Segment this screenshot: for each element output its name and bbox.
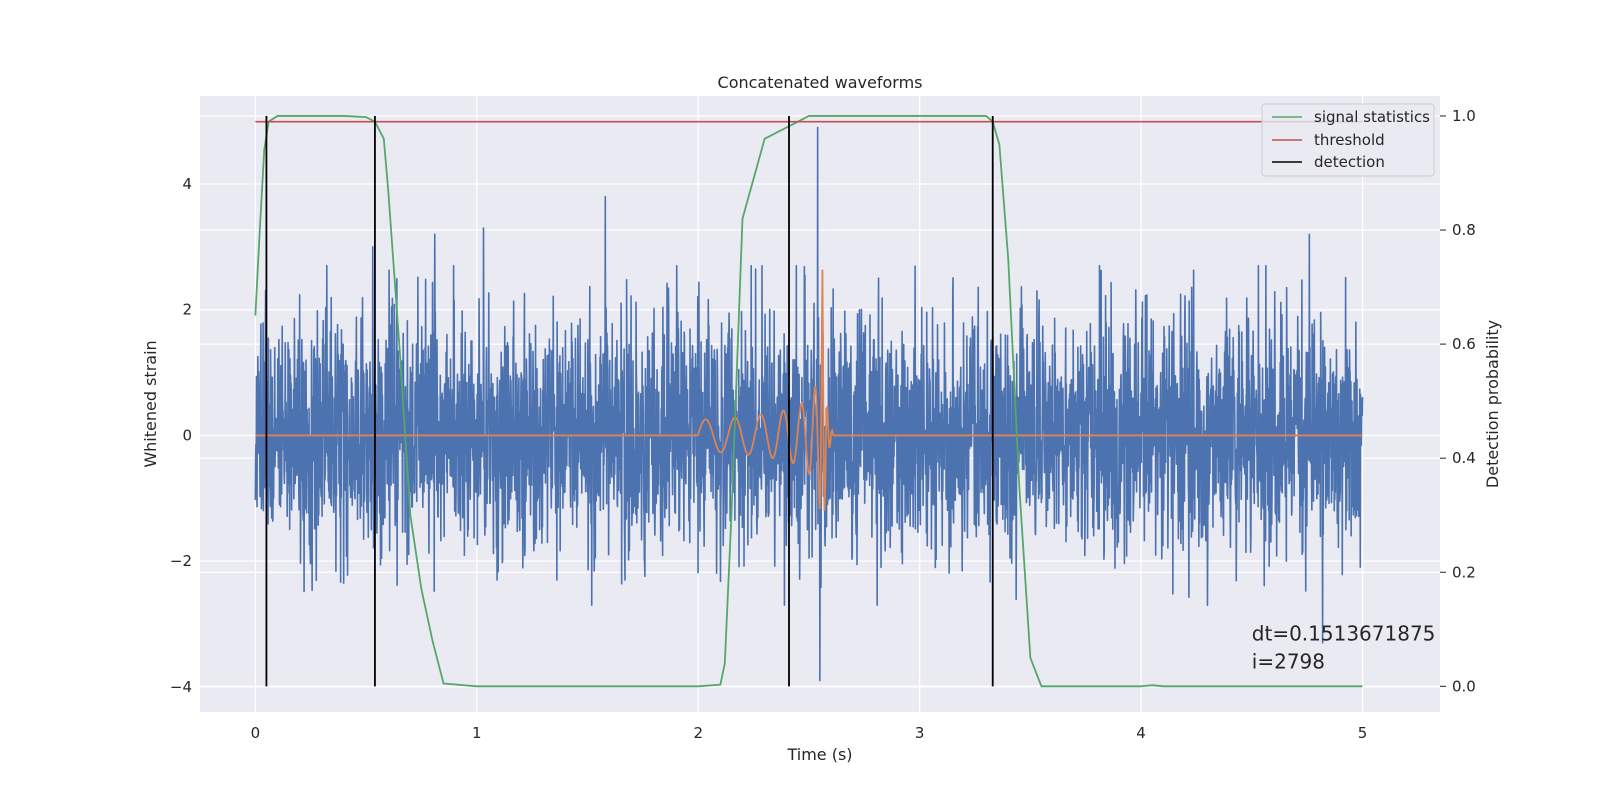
y-tick-label: 0 <box>182 426 192 444</box>
signal-template-line <box>255 269 1363 511</box>
annotation: dt=0.1513671875 i=2798 <box>1252 621 1436 673</box>
legend: signal statistics threshold detection <box>1261 103 1435 177</box>
y-axis-label: Whitened strain <box>141 340 160 467</box>
legend-label-signal-statistics: signal statistics <box>1314 108 1430 126</box>
x-tick-label: 4 <box>1136 724 1146 742</box>
legend-label-threshold: threshold <box>1314 131 1385 149</box>
y2-tick-label: 0.4 <box>1452 449 1476 467</box>
legend-box <box>1261 103 1435 177</box>
annotation-line: dt=0.1513671875 <box>1252 621 1436 645</box>
y2-tick-label: 0.8 <box>1452 221 1476 239</box>
y-tick-label: −2 <box>170 552 192 570</box>
legend-label-detection: detection <box>1314 153 1385 171</box>
y-tick-label: 2 <box>182 301 192 319</box>
x-tick-label: 2 <box>693 724 703 742</box>
ticks: 0 1 2 3 4 5 −4 −2 0 2 4 0.0 0.2 0.4 0.6 0.8 1.0 <box>170 107 1476 742</box>
y-tick-label: −4 <box>170 678 192 696</box>
y2-tick-label: 1.0 <box>1452 107 1476 125</box>
data-layer <box>254 115 1364 688</box>
chart-title: Concatenated waveforms <box>718 73 923 92</box>
x-tick-label: 3 <box>915 724 925 742</box>
y-tick-label: 4 <box>182 175 192 193</box>
x-tick-label: 5 <box>1358 724 1368 742</box>
x-tick-label: 1 <box>472 724 482 742</box>
y2-tick-label: 0.6 <box>1452 335 1476 353</box>
y2-axis-label: Detection probability <box>1483 320 1502 488</box>
y2-tick-label: 0.0 <box>1452 677 1476 695</box>
signal-statistics-line <box>254 115 1363 688</box>
annotation-line: i=2798 <box>1252 649 1325 673</box>
x-tick-label: 0 <box>251 724 261 742</box>
y2-tick-label: 0.2 <box>1452 563 1476 581</box>
x-axis-label: Time (s) <box>786 745 852 764</box>
